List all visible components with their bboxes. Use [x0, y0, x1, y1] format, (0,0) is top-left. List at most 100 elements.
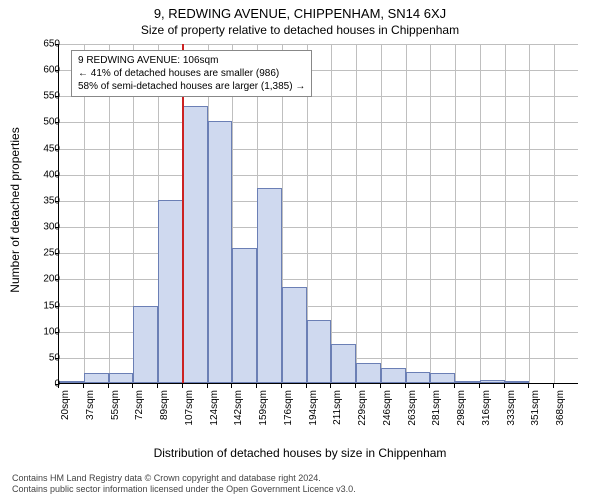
x-tick-mark [528, 384, 529, 388]
x-tick-mark [182, 384, 183, 388]
x-tick-mark [380, 384, 381, 388]
x-tick-mark [330, 384, 331, 388]
histogram-bar [158, 200, 183, 383]
x-tick-label: 333sqm [506, 390, 517, 426]
grid-line [381, 44, 382, 383]
x-axis-label: Distribution of detached houses by size … [0, 446, 600, 460]
y-tick-mark [55, 253, 59, 254]
x-tick-label: 176sqm [283, 390, 294, 426]
y-tick-mark [55, 306, 59, 307]
histogram-bar [381, 368, 406, 383]
x-tick-label: 159sqm [258, 390, 269, 426]
x-tick-label: 194sqm [308, 390, 319, 426]
x-tick-label: 55sqm [110, 390, 121, 420]
histogram-bar [208, 121, 233, 383]
grid-line [455, 44, 456, 383]
x-tick-label: 263sqm [407, 390, 418, 426]
histogram-bar [133, 306, 158, 383]
x-tick-mark [553, 384, 554, 388]
histogram-bar [257, 188, 282, 383]
histogram-bar [480, 380, 505, 383]
y-tick-mark [55, 332, 59, 333]
x-tick-mark [429, 384, 430, 388]
y-tick-mark [55, 70, 59, 71]
page-subtitle: Size of property relative to detached ho… [0, 21, 600, 37]
x-tick-label: 89sqm [159, 390, 170, 420]
x-tick-mark [256, 384, 257, 388]
grid-line [430, 44, 431, 383]
grid-line [59, 201, 578, 202]
grid-line [529, 44, 530, 383]
histogram-bar [455, 381, 480, 383]
x-tick-mark [454, 384, 455, 388]
x-tick-label: 72sqm [134, 390, 145, 420]
y-tick-mark [55, 201, 59, 202]
annotation-line: 9 REDWING AVENUE: 106sqm [78, 54, 305, 67]
x-tick-label: 124sqm [209, 390, 220, 426]
footer-line: Contains public sector information licen… [12, 484, 356, 496]
x-tick-label: 211sqm [332, 390, 343, 425]
y-tick-mark [55, 122, 59, 123]
x-tick-label: 37sqm [85, 390, 96, 420]
annotation-line: ← 41% of detached houses are smaller (98… [78, 67, 305, 80]
grid-line [554, 44, 555, 383]
footer-attribution: Contains HM Land Registry data © Crown c… [12, 473, 356, 496]
annotation-box: 9 REDWING AVENUE: 106sqm ← 41% of detach… [71, 50, 312, 97]
histogram-bar [430, 373, 455, 383]
grid-line [59, 253, 578, 254]
grid-line [480, 44, 481, 383]
x-tick-mark [207, 384, 208, 388]
x-tick-label: 246sqm [382, 390, 393, 426]
x-tick-label: 20sqm [60, 390, 71, 420]
histogram-bar [307, 320, 332, 383]
y-tick-mark [55, 358, 59, 359]
y-tick-mark [55, 44, 59, 45]
grid-line [505, 44, 506, 383]
grid-line [59, 149, 578, 150]
x-tick-mark [132, 384, 133, 388]
histogram-bar [356, 363, 381, 383]
x-tick-label: 107sqm [184, 390, 195, 426]
footer-line: Contains HM Land Registry data © Crown c… [12, 473, 356, 485]
x-tick-label: 142sqm [233, 390, 244, 426]
grid-line [59, 122, 578, 123]
x-tick-mark [355, 384, 356, 388]
histogram-bar [331, 344, 356, 383]
x-tick-label: 298sqm [456, 390, 467, 426]
y-tick-mark [55, 227, 59, 228]
grid-line [331, 44, 332, 383]
histogram-bar [282, 287, 307, 383]
x-tick-mark [281, 384, 282, 388]
y-tick-mark [55, 149, 59, 150]
grid-line [59, 175, 578, 176]
y-tick-mark [55, 175, 59, 176]
y-tick-mark [55, 96, 59, 97]
grid-line [356, 44, 357, 383]
annotation-line: 58% of semi-detached houses are larger (… [78, 80, 305, 93]
x-tick-mark [231, 384, 232, 388]
histogram-bar [183, 106, 208, 383]
x-tick-mark [306, 384, 307, 388]
histogram-bar [59, 381, 84, 383]
y-axis-label: Number of detached properties [8, 127, 22, 292]
x-tick-label: 281sqm [431, 390, 442, 426]
x-tick-mark [479, 384, 480, 388]
x-tick-label: 368sqm [555, 390, 566, 426]
histogram-bar [109, 373, 134, 383]
grid-line [59, 44, 578, 45]
x-tick-label: 229sqm [357, 390, 368, 426]
x-tick-mark [504, 384, 505, 388]
grid-line [59, 279, 578, 280]
grid-line [59, 227, 578, 228]
histogram-bar [505, 381, 530, 383]
x-tick-mark [108, 384, 109, 388]
histogram-bar [84, 373, 109, 383]
y-tick-mark [55, 279, 59, 280]
x-tick-mark [405, 384, 406, 388]
histogram-bar [232, 248, 257, 383]
grid-line [406, 44, 407, 383]
page-title: 9, REDWING AVENUE, CHIPPENHAM, SN14 6XJ [0, 0, 600, 21]
x-tick-label: 351sqm [530, 390, 541, 426]
x-tick-mark [157, 384, 158, 388]
x-tick-mark [83, 384, 84, 388]
